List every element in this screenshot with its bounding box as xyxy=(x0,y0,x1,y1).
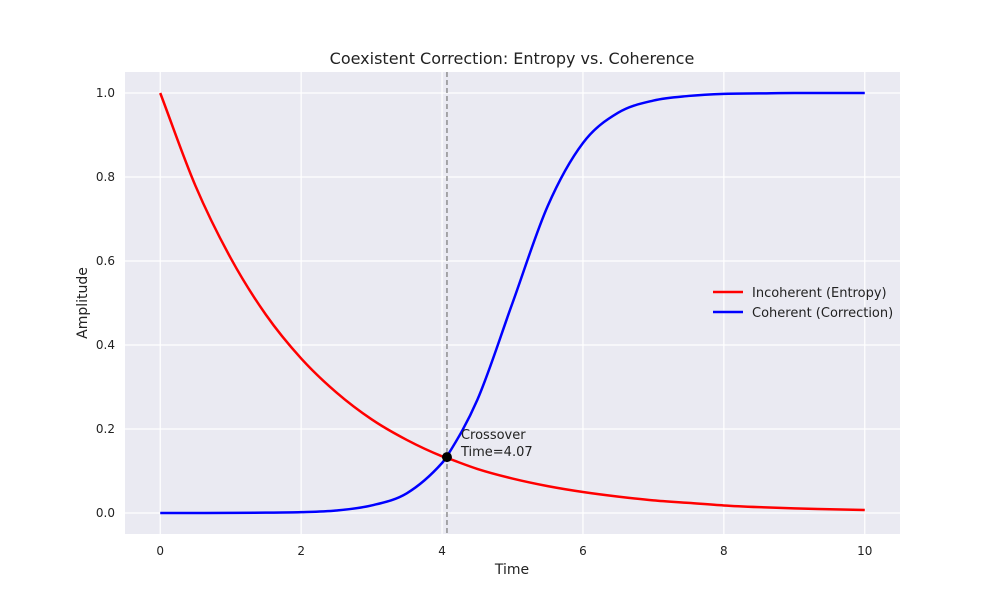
legend-label-entropy: Incoherent (Entropy) xyxy=(752,286,887,301)
y-axis-label: Amplitude xyxy=(75,267,91,339)
y-tick-label: 1.0 xyxy=(96,86,115,100)
crossover-annotation: Crossover Time=4.07 xyxy=(441,72,533,534)
series-line-entropy xyxy=(159,92,865,512)
crossover-time-label: Time=4.07 xyxy=(460,445,533,460)
y-tick-label: 0.8 xyxy=(96,170,115,184)
y-tick-label: 0.4 xyxy=(96,338,115,352)
x-tick-label: 6 xyxy=(579,544,587,558)
ticks: 0 2 4 6 8 10 0.0 0.2 0.4 0.6 0.8 1.0 xyxy=(96,86,873,558)
crossover-point xyxy=(441,452,452,463)
x-tick-label: 2 xyxy=(297,544,305,558)
series-line-correction xyxy=(160,91,865,515)
x-tick-label: 8 xyxy=(720,544,728,558)
x-tick-label: 4 xyxy=(438,544,446,558)
y-tick-label: 0.6 xyxy=(96,254,115,268)
chart-title: Coexistent Correction: Entropy vs. Coher… xyxy=(330,49,695,68)
legend: Incoherent (Entropy) Coherent (Correctio… xyxy=(713,286,893,321)
y-tick-label: 0.2 xyxy=(96,422,115,436)
y-tick-label: 0.0 xyxy=(96,506,115,520)
series-lines xyxy=(159,91,865,515)
grid xyxy=(125,72,900,534)
crossover-label: Crossover xyxy=(461,428,526,443)
x-axis-label: Time xyxy=(494,562,529,578)
x-tick-label: 10 xyxy=(857,544,872,558)
legend-label-correction: Coherent (Correction) xyxy=(752,306,893,321)
x-tick-label: 0 xyxy=(156,544,164,558)
